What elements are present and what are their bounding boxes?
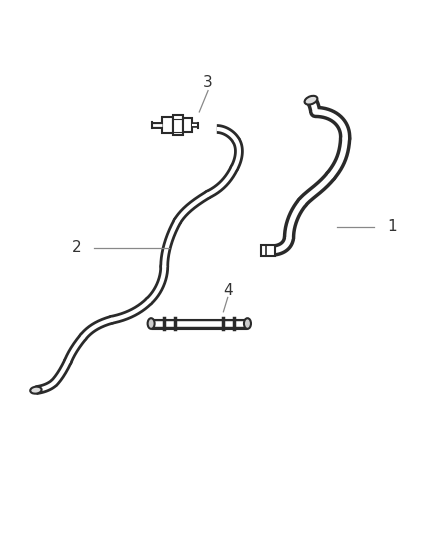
Text: 2: 2 <box>72 240 81 255</box>
Bar <box>162 117 173 133</box>
Ellipse shape <box>304 96 318 104</box>
Bar <box>261 245 275 256</box>
Ellipse shape <box>244 318 251 329</box>
Bar <box>173 115 183 135</box>
Ellipse shape <box>30 386 42 394</box>
Ellipse shape <box>148 318 155 329</box>
Text: 4: 4 <box>223 283 233 298</box>
Text: 3: 3 <box>203 75 213 90</box>
Text: 1: 1 <box>387 219 397 234</box>
Bar <box>183 118 192 132</box>
